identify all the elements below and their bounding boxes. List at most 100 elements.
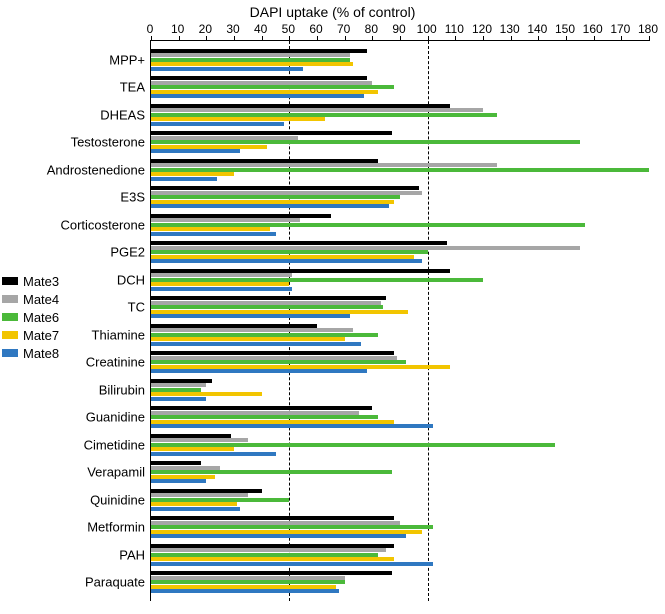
bar (151, 62, 353, 66)
x-axis-title: DAPI uptake (% of control) (0, 4, 665, 20)
bar (151, 461, 201, 465)
bar (151, 521, 400, 525)
legend-item: Mate8 (2, 344, 59, 362)
bar (151, 411, 359, 415)
category-group: DHEAS (151, 101, 649, 129)
bar (151, 140, 580, 144)
x-tick-label: 40 (254, 22, 267, 36)
x-tick (234, 36, 235, 41)
bar (151, 310, 408, 314)
bar (151, 278, 483, 282)
category-group: PAH (151, 541, 649, 569)
x-tick-label: 150 (555, 22, 575, 36)
bar (151, 544, 394, 548)
bar (151, 392, 262, 396)
bar (151, 571, 392, 575)
x-tick (400, 36, 401, 41)
bar (151, 383, 206, 387)
bar (151, 172, 234, 176)
bar (151, 434, 231, 438)
chart-container: DAPI uptake (% of control) 0102030405060… (0, 0, 665, 614)
bar (151, 296, 386, 300)
legend-swatch (2, 277, 18, 285)
bar (151, 324, 317, 328)
category-label: MPP+ (109, 52, 151, 67)
bar (151, 314, 350, 318)
legend-label: Mate6 (23, 310, 59, 325)
bar (151, 85, 394, 89)
bar (151, 76, 367, 80)
bar (151, 530, 422, 534)
category-group: Testosterone (151, 129, 649, 157)
bar (151, 379, 212, 383)
category-label: Androstenedione (47, 162, 151, 177)
category-label: TEA (120, 80, 151, 95)
category-label: Creatinine (86, 355, 151, 370)
x-tick-label: 20 (199, 22, 212, 36)
category-group: Corticosterone (151, 211, 649, 239)
bar (151, 589, 339, 593)
bar-groups: MPP+TEADHEASTestosteroneAndrostenedioneE… (151, 46, 649, 596)
bar (151, 388, 201, 392)
bar (151, 191, 422, 195)
x-tick-label: 30 (226, 22, 239, 36)
x-tick-label: 100 (417, 22, 437, 36)
bar (151, 232, 276, 236)
bar (151, 585, 336, 589)
legend: Mate3Mate4Mate6Mate7Mate8 (2, 272, 59, 362)
category-label: E3S (120, 190, 151, 205)
bar (151, 186, 419, 190)
bar (151, 81, 372, 85)
bar (151, 333, 378, 337)
category-group: TEA (151, 74, 649, 102)
category-group: MPP+ (151, 46, 649, 74)
category-label: PGE2 (110, 245, 151, 260)
x-tick (262, 36, 263, 41)
category-label: Guanidine (86, 410, 151, 425)
category-group: Bilirubin (151, 376, 649, 404)
bar (151, 516, 394, 520)
bar (151, 342, 361, 346)
x-tick (455, 36, 456, 41)
x-tick-label: 140 (527, 22, 547, 36)
category-group: Metformin (151, 514, 649, 542)
bar (151, 94, 364, 98)
bar (151, 122, 284, 126)
bar (151, 301, 381, 305)
bar (151, 475, 215, 479)
legend-item: Mate7 (2, 326, 59, 344)
category-label: PAH (119, 547, 151, 562)
x-tick-label: 90 (392, 22, 405, 36)
bar (151, 356, 397, 360)
bar (151, 159, 378, 163)
category-group: PGE2 (151, 239, 649, 267)
bar (151, 489, 262, 493)
legend-item: Mate4 (2, 290, 59, 308)
bar (151, 204, 389, 208)
bar (151, 246, 580, 250)
bar (151, 49, 367, 53)
bar (151, 131, 392, 135)
bar (151, 113, 497, 117)
category-group: Cimetidine (151, 431, 649, 459)
category-label: TC (128, 300, 151, 315)
x-tick (206, 36, 207, 41)
x-tick (151, 36, 152, 41)
category-label: Verapamil (87, 465, 151, 480)
bar (151, 498, 289, 502)
bar (151, 227, 270, 231)
legend-label: Mate4 (23, 292, 59, 307)
bar (151, 507, 240, 511)
bar (151, 108, 483, 112)
bar (151, 479, 206, 483)
bar (151, 117, 325, 121)
x-tick (621, 36, 622, 41)
legend-swatch (2, 313, 18, 321)
bar (151, 136, 298, 140)
bar (151, 548, 386, 552)
category-label: Corticosterone (60, 217, 151, 232)
bar (151, 177, 217, 181)
category-label: DHEAS (100, 107, 151, 122)
bar (151, 534, 406, 538)
bar (151, 53, 350, 57)
